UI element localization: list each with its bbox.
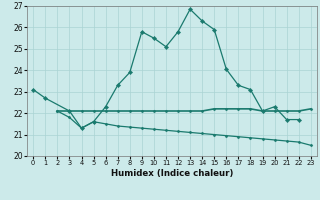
X-axis label: Humidex (Indice chaleur): Humidex (Indice chaleur) <box>111 169 233 178</box>
